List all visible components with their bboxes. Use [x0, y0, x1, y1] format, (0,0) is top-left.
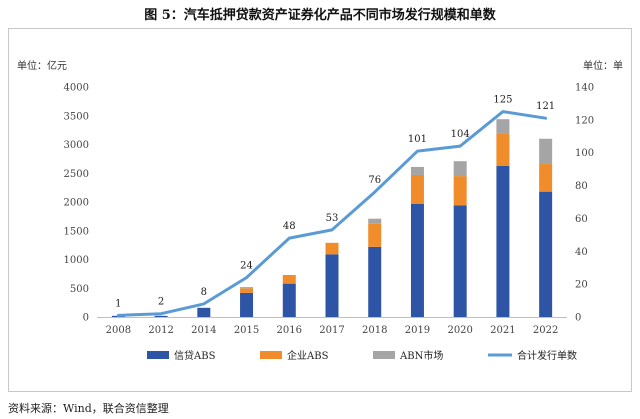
- x-tick-label: 2019: [405, 325, 430, 336]
- legend-label: 信贷ABS: [174, 349, 216, 362]
- left-tick-label: 3500: [64, 111, 89, 122]
- bar-abn: [496, 119, 510, 134]
- legend-label: ABN市场: [399, 349, 443, 362]
- line-data-label: 101: [408, 134, 427, 145]
- bar-abn: [240, 287, 254, 289]
- legend-label: 企业ABS: [287, 349, 329, 362]
- bar-abn: [368, 218, 382, 224]
- x-tick-label: 2017: [319, 325, 344, 336]
- legend-swatch: [260, 351, 282, 359]
- bar-enterprise-abs: [453, 176, 467, 206]
- line-data-label: 48: [283, 221, 296, 232]
- x-tick-label: 2014: [191, 325, 216, 336]
- bar-abn: [410, 166, 424, 175]
- left-tick-label: 1000: [64, 255, 89, 266]
- chart-frame: 单位：亿元 单位：单 0 500 1000 1500 2000 2500 3000 3500 400…: [8, 28, 632, 392]
- bar-credit-abs: [453, 205, 467, 317]
- chart-svg: 单位：亿元 单位：单0500100015002000250030003500400…: [17, 59, 623, 362]
- line-data-label: 1: [115, 298, 121, 309]
- line-data-label: 104: [451, 129, 470, 140]
- right-tick-label: 80: [575, 181, 588, 192]
- bar-enterprise-abs: [410, 174, 424, 204]
- right-tick-label: 0: [575, 313, 581, 324]
- bar-credit-abs: [539, 191, 553, 317]
- left-tick-label: 2000: [64, 198, 89, 209]
- legend-label: 合计发行单数: [517, 349, 577, 362]
- bar-credit-abs: [368, 246, 382, 317]
- left-tick-label: 1500: [64, 226, 89, 237]
- line-data-label: 2: [158, 297, 164, 308]
- x-tick-label: 2022: [533, 325, 558, 336]
- bar-credit-abs: [154, 315, 168, 317]
- bar-credit-abs: [496, 165, 510, 317]
- line-total-count: [116, 110, 548, 317]
- right-tick-label: 20: [575, 280, 588, 291]
- bar-enterprise-abs: [240, 288, 254, 293]
- legend-swatch: [147, 351, 169, 359]
- right-axis-unit: 单位：单: [583, 59, 623, 72]
- bar-enterprise-abs: [325, 242, 339, 255]
- bar-credit-abs: [282, 283, 296, 317]
- right-tick-label: 60: [575, 214, 588, 225]
- x-tick-label: 2008: [106, 325, 131, 336]
- left-axis-unit: 单位：亿元: [17, 59, 67, 72]
- x-tick-label: 2012: [148, 325, 173, 336]
- left-tick-label: 500: [70, 284, 89, 295]
- left-tick-label: 3000: [64, 140, 89, 151]
- line-data-label: 121: [536, 101, 555, 112]
- chart-title: 图 5：汽车抵押贷款资产证券化产品不同市场发行规模和单数: [144, 8, 496, 23]
- bar-enterprise-abs: [539, 164, 553, 192]
- bar-credit-abs: [325, 254, 339, 317]
- line-data-label: 125: [493, 95, 512, 106]
- line-data-label: 8: [201, 287, 207, 298]
- line-data-label: 24: [240, 261, 253, 272]
- legend-swatch: [373, 351, 395, 359]
- bar-credit-abs: [240, 292, 254, 317]
- left-tick-label: 2500: [64, 169, 89, 180]
- source-note: 资料来源：Wind，联合资信整理: [8, 402, 169, 415]
- x-tick-label: 2015: [234, 325, 259, 336]
- bar-credit-abs: [197, 307, 211, 317]
- x-tick-label: 2020: [447, 325, 472, 336]
- right-tick-label: 140: [575, 83, 594, 94]
- line-data-label: 76: [368, 175, 381, 186]
- bar-enterprise-abs: [496, 133, 510, 166]
- right-tick-label: 40: [575, 247, 588, 258]
- x-tick-label: 2018: [362, 325, 387, 336]
- left-tick-label: 4000: [64, 83, 89, 94]
- right-tick-label: 100: [575, 148, 594, 159]
- line-data-label: 53: [326, 213, 339, 224]
- right-tick-label: 120: [575, 115, 594, 126]
- bar-enterprise-abs: [282, 275, 296, 284]
- left-tick-label: 0: [83, 313, 89, 324]
- bar-abn: [453, 161, 467, 177]
- bar-enterprise-abs: [368, 223, 382, 247]
- x-tick-label: 2016: [277, 325, 302, 336]
- bar-abn: [539, 138, 553, 165]
- bar-credit-abs: [410, 203, 424, 317]
- x-tick-label: 2021: [490, 325, 515, 336]
